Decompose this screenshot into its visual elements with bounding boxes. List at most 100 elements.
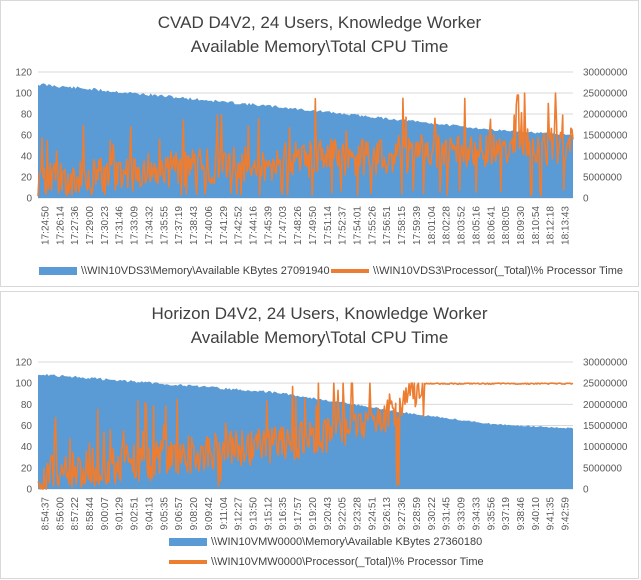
y-right-tick-label: 20000000	[583, 400, 628, 411]
x-tick-label: 17:38:43	[189, 206, 200, 245]
x-tick-label: 9:33:09	[457, 497, 468, 531]
x-tick-label: 17:54:01	[353, 206, 364, 245]
x-tick-label: 9:15:12	[263, 497, 274, 531]
x-tick-label: 18:10:54	[531, 206, 542, 245]
legend-label-memory: \\WIN10VMW0000\Memory\Available KBytes 2…	[211, 536, 483, 548]
chart-subtitle: Available Memory\Total CPU Time	[190, 37, 449, 56]
x-tick-label: 9:24:51	[367, 497, 378, 531]
chart-panel-horizon: Horizon D4V2, 24 Users, Knowledge Worker…	[0, 291, 639, 579]
y-right-tick-label: 30000000	[583, 358, 628, 369]
x-tick-label: 9:37:19	[501, 497, 512, 531]
y-right-tick-label: 5000000	[583, 173, 622, 184]
y-left-tick-label: 40	[21, 442, 33, 453]
x-tick-label: 18:05:16	[471, 206, 482, 245]
x-tick-label: 17:47:03	[278, 206, 289, 245]
y-left-tick-label: 100	[15, 89, 32, 100]
x-tick-label: 9:13:50	[248, 497, 259, 531]
x-tick-label: 9:42:59	[561, 497, 572, 531]
series-cpu-line	[37, 92, 574, 197]
x-tick-label: 9:34:33	[471, 497, 482, 531]
legend-item-memory: \\WIN10VMW0000\Memory\Available KBytes 2…	[169, 536, 482, 548]
y-right-tick-label: 10000000	[583, 152, 628, 163]
x-tick-label: 17:41:29	[219, 206, 230, 245]
x-tick-label: 9:31:45	[442, 497, 453, 531]
x-tick-label: 9:27:36	[397, 497, 408, 531]
x-tick-label: 9:16:35	[278, 497, 289, 531]
x-tick-label: 18:09:30	[516, 206, 527, 245]
x-tick-label: 17:48:26	[293, 206, 304, 245]
legend-swatch-cpu	[169, 560, 207, 564]
x-tick-label: 9:19:20	[308, 497, 319, 531]
x-tick-label: 9:06:57	[174, 497, 185, 531]
chart-subtitle: Available Memory\Total CPU Time	[190, 328, 449, 347]
x-tick-label: 9:26:13	[382, 497, 393, 531]
chart-title: CVAD D4V2, 24 Users, Knowledge Worker	[157, 13, 482, 32]
chart-plot-horizon: 0 20 40 60 80 100 120 0 5000000 10000000 15000000 2…	[15, 358, 628, 531]
x-tick-label: 9:30:22	[427, 497, 438, 531]
chart-title: Horizon D4V2, 24 Users, Knowledge Worker	[151, 304, 488, 323]
x-tick-label: 8:56:00	[55, 497, 66, 531]
x-tick-label: 9:22:05	[338, 497, 349, 531]
x-tick-label: 9:11:04	[219, 497, 230, 530]
x-tick-label: 18:02:28	[442, 206, 453, 245]
x-tick-label: 17:33:09	[130, 206, 141, 245]
x-tick-label: 17:35:55	[159, 206, 170, 245]
x-tick-label: 9:28:59	[412, 497, 423, 531]
x-tick-label: 18:12:18	[546, 206, 557, 245]
y-left-tick-label: 40	[21, 152, 33, 163]
y-left-tick-label: 20	[21, 463, 33, 474]
x-tick-label: 17:37:19	[174, 206, 185, 245]
x-tick-label: 9:17:57	[293, 497, 304, 531]
x-tick-label: 8:54:37	[40, 497, 51, 531]
x-tick-label: 17:27:36	[70, 206, 81, 245]
x-tick-label: 17:40:06	[204, 206, 215, 245]
x-tick-label: 9:12:27	[234, 497, 245, 531]
legend-item-memory: \\WIN10VDS3\Memory\Available KBytes 2709…	[39, 265, 330, 277]
y-left-tick-label: 60	[21, 131, 33, 142]
legend-swatch-memory	[169, 538, 207, 546]
y-right-tick-label: 10000000	[583, 442, 628, 453]
x-tick-label: 9:05:35	[159, 497, 170, 531]
chart-plot-cvad: 0 20 40 60 80 100 120 0 5000000 10000000 15000000 2…	[15, 68, 628, 245]
x-tick-label: 17:45:39	[263, 206, 274, 245]
x-tick-label: 9:35:56	[486, 497, 497, 531]
x-tick-label: 9:02:51	[130, 497, 141, 531]
x-tick-label: 9:00:07	[100, 497, 111, 531]
y-left-tick-label: 20	[21, 173, 33, 184]
y-left-tick-label: 80	[21, 110, 33, 121]
x-tick-label: 18:08:05	[501, 206, 512, 245]
legend-label-cpu: \\WIN10VMW0000\Processor(_Total)\% Proce…	[211, 556, 484, 568]
x-tick-label: 18:13:43	[561, 206, 572, 245]
chart-panel-cvad: CVAD D4V2, 24 Users, Knowledge Worker Av…	[0, 0, 639, 287]
legend-item-cpu: \\WIN10VDS3\Processor(_Total)\% Processo…	[331, 265, 623, 277]
x-tick-label: 9:41:35	[546, 497, 557, 531]
x-tick-label: 9:04:13	[144, 497, 155, 531]
y-right-tick-label: 0	[583, 485, 589, 496]
y-right-tick-label: 15000000	[583, 421, 628, 432]
y-left-tick-label: 120	[15, 358, 32, 369]
legend-item-cpu: \\WIN10VMW0000\Processor(_Total)\% Proce…	[169, 556, 484, 568]
x-tick-label: 18:01:04	[427, 206, 438, 245]
x-tick-label: 18:06:41	[486, 206, 497, 245]
x-tick-label: 9:20:43	[323, 497, 334, 531]
y-left-tick-label: 0	[26, 485, 32, 496]
x-tick-label: 9:23:28	[353, 497, 364, 531]
x-tick-label: 17:42:52	[234, 206, 245, 245]
y-right-tick-label: 5000000	[583, 463, 622, 474]
x-tick-label: 9:09:42	[204, 497, 215, 531]
legend-swatch-cpu	[331, 269, 369, 273]
series-cpu-line	[37, 382, 574, 490]
x-tick-label: 8:57:22	[70, 497, 81, 531]
y-left-tick-label: 60	[21, 421, 33, 432]
legend-label-cpu: \\WIN10VDS3\Processor(_Total)\% Processo…	[373, 265, 624, 277]
y-left-tick-label: 120	[15, 68, 32, 79]
y-right-tick-label: 25000000	[583, 379, 628, 390]
y-right-tick-label: 25000000	[583, 89, 628, 100]
y-left-tick-label: 80	[21, 400, 33, 411]
x-tick-label: 17:52:37	[338, 206, 349, 245]
x-tick-label: 17:55:26	[367, 206, 378, 245]
y-left-tick-label: 100	[15, 379, 32, 390]
y-right-tick-label: 20000000	[583, 110, 628, 121]
y-right-tick-label: 30000000	[583, 68, 628, 79]
x-tick-label: 17:24:50	[40, 206, 51, 245]
